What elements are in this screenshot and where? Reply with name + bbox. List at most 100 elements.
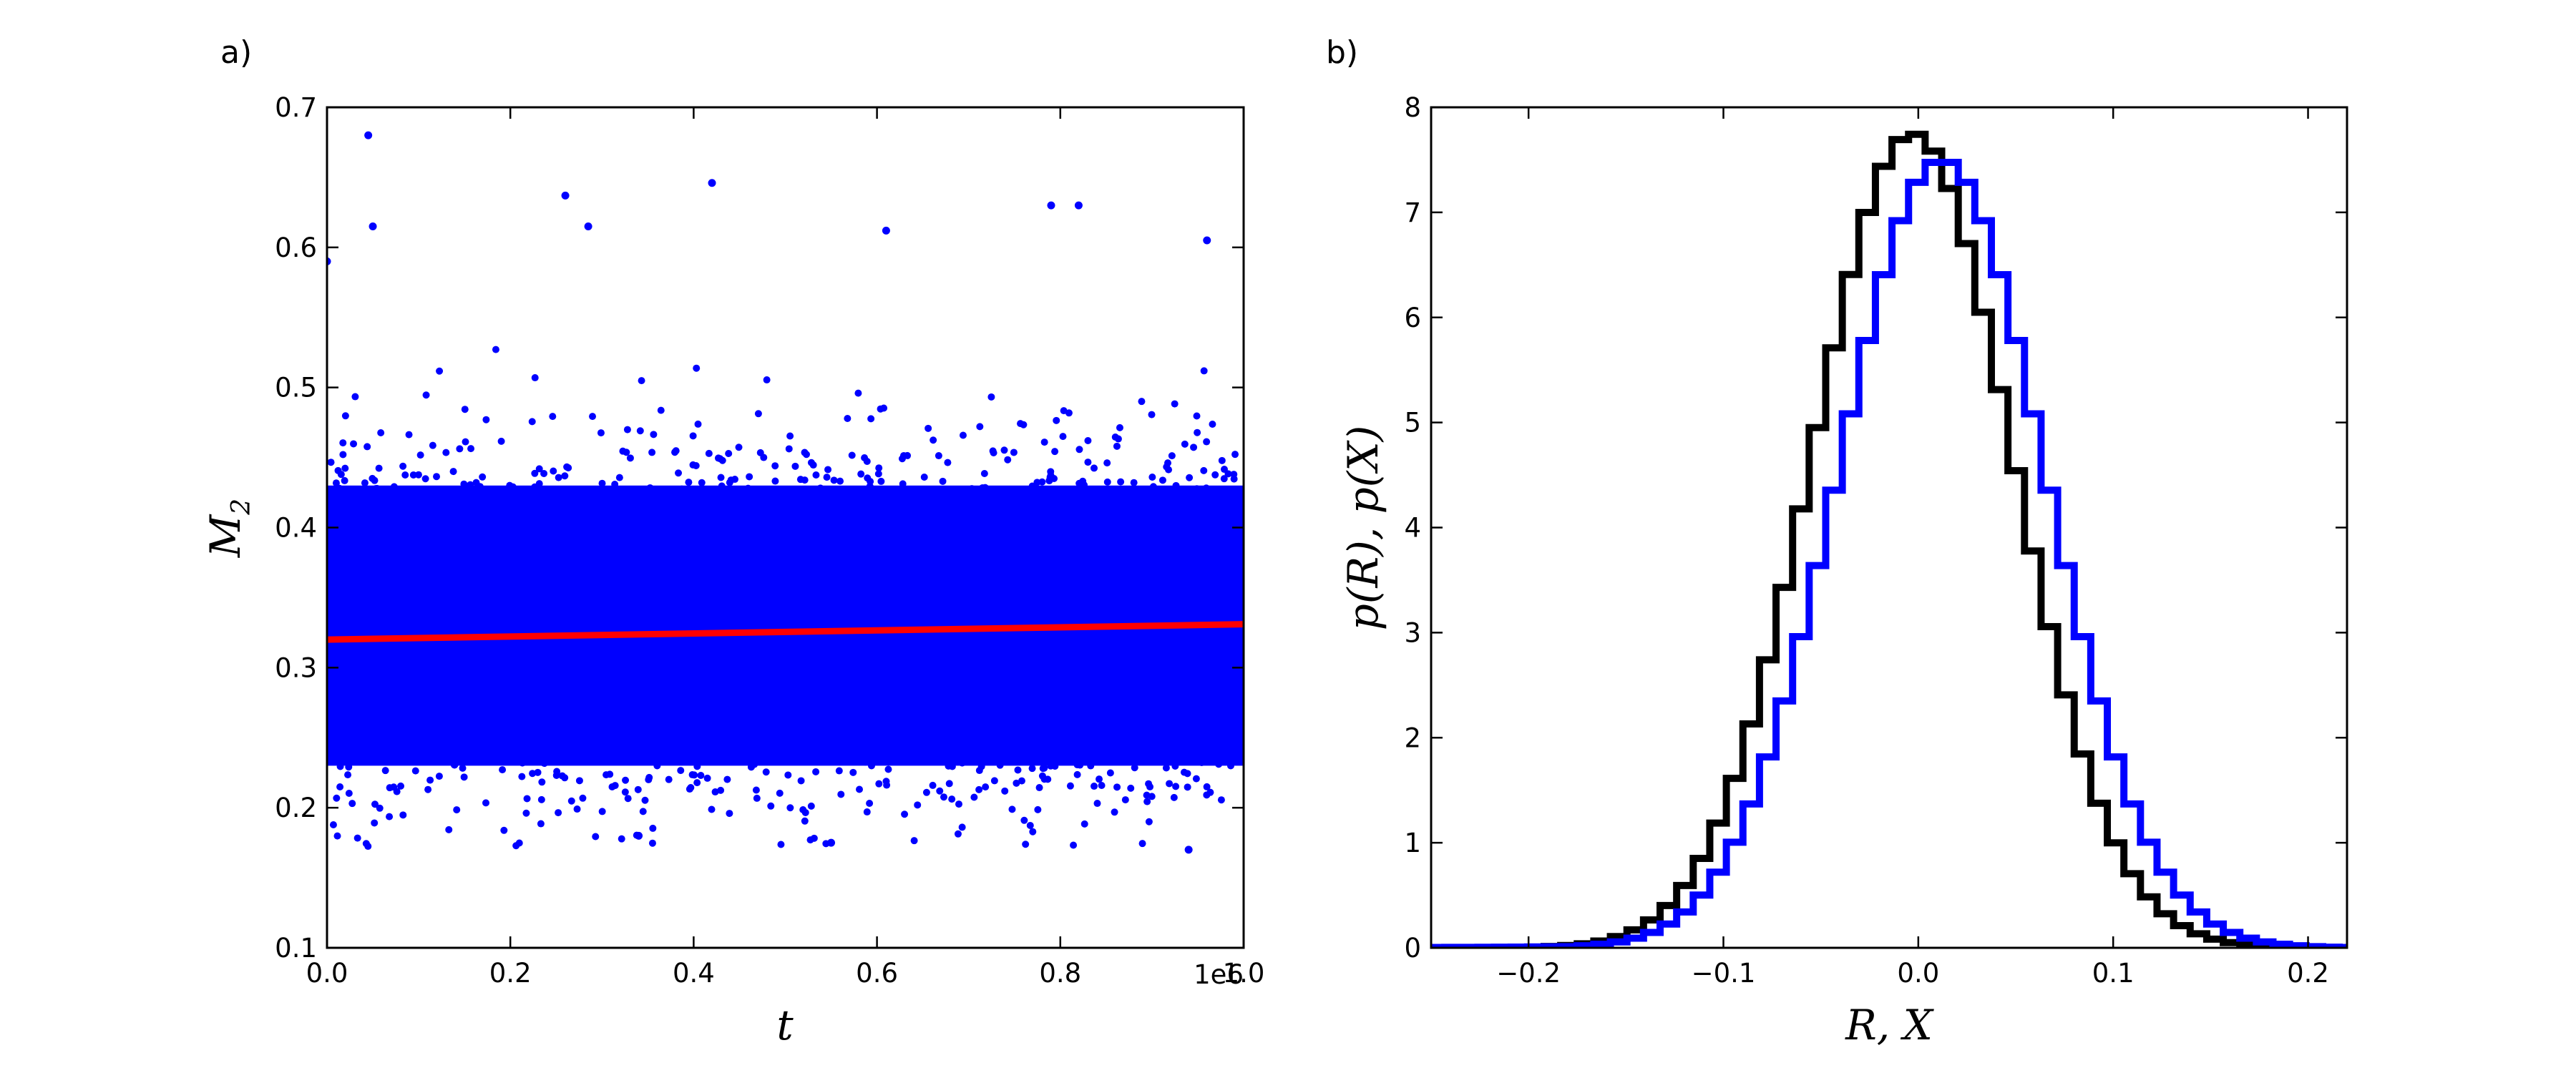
scatter-point: [1011, 635, 1019, 643]
scatter-point: [939, 663, 947, 671]
scatter-point: [869, 558, 877, 566]
scatter-point: [597, 429, 605, 437]
scatter-point: [562, 517, 570, 525]
scatter-point: [779, 700, 786, 707]
scatter-point: [1018, 578, 1026, 586]
scatter-point: [663, 707, 670, 715]
scatter-point: [879, 597, 887, 605]
scatter-point: [536, 491, 544, 499]
scatter-point: [1194, 428, 1201, 436]
scatter-point: [1185, 655, 1193, 662]
scatter-point: [356, 669, 364, 677]
scatter-point: [587, 692, 595, 700]
scatter-point: [793, 645, 801, 652]
scatter-point: [694, 420, 702, 428]
scatter-point: [541, 745, 549, 753]
scatter-point: [1040, 719, 1048, 727]
scatter-point: [623, 426, 631, 433]
scatter-point: [847, 564, 855, 572]
scatter-point: [706, 587, 714, 594]
scatter-point: [555, 474, 562, 481]
scatter-point: [940, 793, 947, 801]
scatter-point: [450, 761, 458, 769]
scatter-point: [462, 438, 469, 446]
scatter-point: [848, 632, 856, 640]
scatter-point: [471, 564, 479, 572]
scatter-point: [447, 529, 454, 536]
scatter-point: [940, 535, 947, 543]
scatter-point: [890, 579, 898, 587]
scatter-point: [945, 491, 952, 499]
scatter-point: [380, 543, 388, 551]
scatter-point: [958, 759, 966, 767]
scatter-point: [963, 584, 971, 592]
scatter-point: [536, 665, 544, 673]
scatter-point: [751, 544, 758, 552]
scatter-point: [1013, 707, 1020, 715]
scatter-point: [857, 595, 865, 603]
scatter-point: [1053, 696, 1061, 704]
scatter-point: [892, 589, 900, 597]
scatter-point: [1011, 650, 1019, 657]
scatter-point: [756, 552, 763, 559]
scatter-point: [759, 604, 767, 612]
scatter-point: [333, 586, 341, 594]
scatter-point: [1062, 583, 1070, 591]
scatter-point: [1124, 601, 1132, 609]
scatter-point: [721, 557, 728, 564]
scatter-point: [336, 558, 343, 566]
scatter-point: [595, 601, 603, 609]
scatter-point: [840, 507, 848, 515]
scatter-point: [584, 552, 592, 559]
scatter-point: [1066, 782, 1074, 790]
scatter-point: [936, 525, 944, 533]
scatter-point: [1193, 485, 1201, 493]
scatter-point: [1090, 464, 1098, 472]
scatter-point: [1179, 735, 1186, 743]
scatter-point: [345, 789, 353, 797]
scatter-point: [933, 489, 941, 497]
scatter-point: [1048, 736, 1055, 744]
scatter-point: [1199, 670, 1207, 677]
scatter-point: [544, 547, 552, 554]
scatter-point: [414, 722, 421, 730]
scatter-point: [1200, 752, 1208, 760]
scatter-point: [1139, 565, 1147, 573]
scatter-point: [751, 662, 759, 670]
scatter-point: [556, 563, 564, 571]
scatter-point: [456, 593, 464, 601]
scatter-point: [894, 697, 902, 705]
scatter-point: [883, 781, 891, 789]
scatter-point: [422, 391, 430, 399]
scatter-point: [717, 474, 725, 481]
scatter-point: [854, 547, 862, 555]
scatter-point: [897, 685, 904, 693]
scatter-point: [719, 531, 727, 539]
scatter-point: [1010, 674, 1018, 682]
scatter-point: [854, 389, 862, 397]
scatter-point: [1028, 482, 1036, 490]
scatter-point: [1204, 567, 1212, 574]
scatter-point: [610, 557, 618, 564]
scatter-point: [1234, 524, 1241, 532]
scatter-point: [445, 825, 453, 833]
scatter-point: [915, 510, 923, 518]
scatter-point: [517, 695, 525, 702]
scatter-point: [718, 456, 726, 464]
scatter-point: [1212, 612, 1220, 619]
scatter-point: [723, 755, 731, 763]
scatter-point: [391, 569, 399, 577]
scatter-point: [1216, 727, 1224, 735]
scatter-point: [1122, 640, 1130, 647]
scatter-point: [449, 595, 457, 603]
scatter-point: [786, 682, 794, 690]
scatter-point: [508, 748, 516, 755]
scatter-point: [545, 504, 552, 512]
scatter-point: [462, 683, 470, 691]
scatter-point: [462, 602, 470, 609]
scatter-point: [874, 676, 882, 684]
scatter-point: [599, 589, 607, 597]
scatter-point: [1048, 725, 1055, 733]
scatter-point: [1027, 710, 1035, 718]
scatter-point: [623, 543, 630, 551]
